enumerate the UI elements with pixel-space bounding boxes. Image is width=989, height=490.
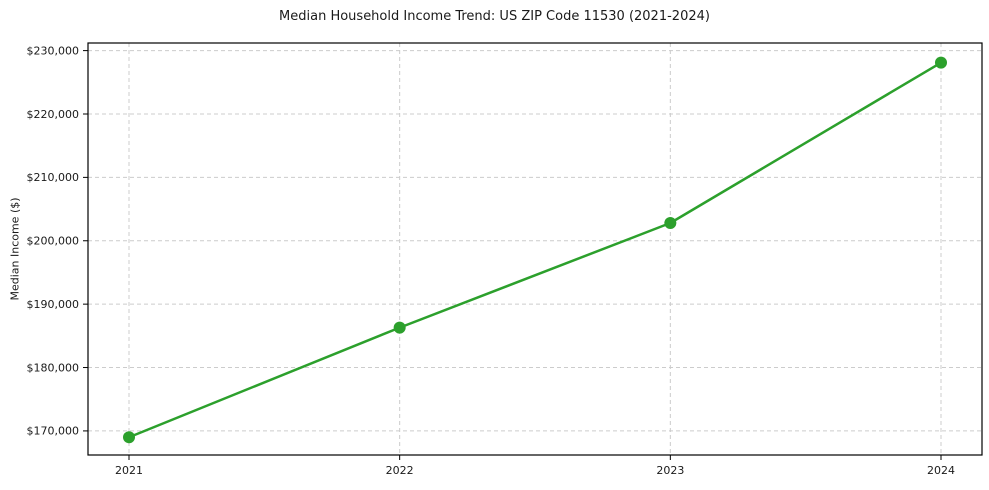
data-point-marker	[935, 56, 947, 69]
y-tick-label: $210,000	[27, 171, 80, 184]
x-tick-label: 2022	[386, 464, 414, 477]
y-tick-label: $220,000	[27, 108, 80, 121]
x-tick-label: 2021	[115, 464, 143, 477]
y-tick-label: $200,000	[27, 235, 80, 248]
data-point-marker	[123, 431, 135, 444]
chart-title: Median Household Income Trend: US ZIP Co…	[279, 9, 710, 24]
trend-line	[127, 61, 943, 439]
y-tick-label: $180,000	[27, 361, 80, 374]
data-point-marker	[393, 321, 406, 334]
y-tick-label: $190,000	[27, 298, 80, 311]
x-tick-label: 2023	[656, 464, 684, 477]
data-point-marker	[664, 217, 677, 230]
y-tick-label: $170,000	[27, 425, 80, 438]
x-tick-label: 2024	[927, 464, 955, 477]
plot-border	[87, 42, 983, 456]
y-tick-label: $230,000	[27, 44, 80, 57]
